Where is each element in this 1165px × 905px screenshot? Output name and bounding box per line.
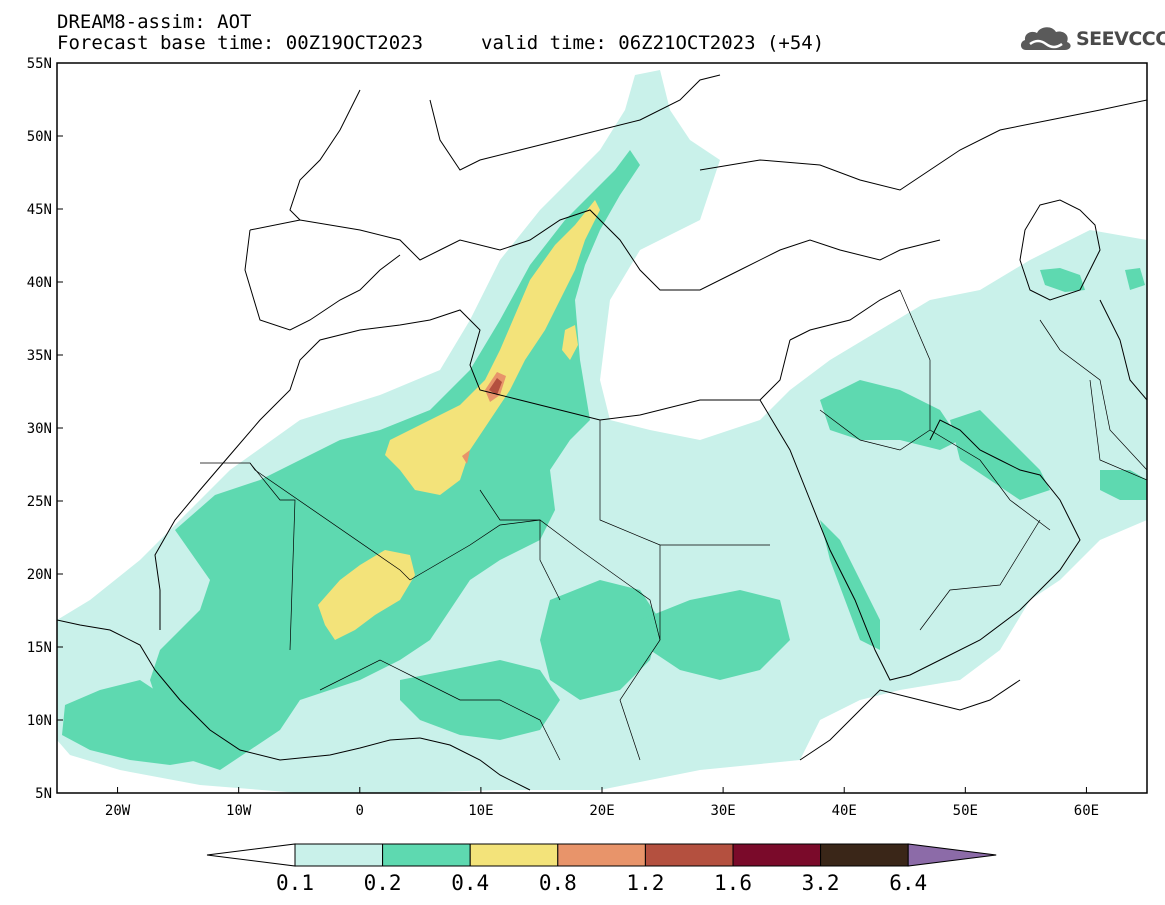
aot-band-1.2 [489,378,502,395]
aot-band-0.4 [318,200,600,640]
lon-label: 50E [953,803,978,819]
colorbar-swatch [820,843,909,867]
lat-label: 35N [27,348,52,364]
lat-label: 30N [27,421,52,437]
colorbar-label: 0.4 [451,871,489,895]
colorbar-label: 1.2 [626,871,664,895]
lon-label: 20E [589,803,614,819]
colorbar-label: 0.1 [276,871,314,895]
country-borders [200,289,1147,761]
lon-label: 10E [468,803,493,819]
lon-label: 20W [105,803,131,819]
logo-text: SEEVCCC [1076,28,1165,50]
colorbar-label: 0.8 [539,871,577,895]
lat-label: 40N [27,275,52,291]
colorbar-swatch [557,843,646,867]
axis-labels: 55N 50N 45N 40N 35N 30N 25N 20N 15N 10N 5N 20W 10W 0 1… [27,56,1099,819]
lat-label: 15N [27,640,52,656]
lat-label: 10N [27,713,52,729]
chart-title: DREAM8-assim: AOT [57,11,252,33]
aot-field [57,70,1147,793]
colorbar-max-arrow [907,843,997,867]
lon-label: 30E [710,803,735,819]
colorbar-swatch [382,843,471,867]
colorbar-label: 1.6 [714,871,752,895]
valid-time: valid time: 06Z21OCT2023 (+54) [481,32,825,54]
lat-label: 25N [27,494,52,510]
lon-label: 40E [832,803,857,819]
lon-label: 60E [1074,803,1099,819]
colorbar: 0.1 0.2 0.4 0.8 1.2 1.6 3.2 6.4 [206,843,997,895]
lat-label: 55N [27,56,52,72]
lon-label: 0 [356,803,364,819]
colorbar-swatch [644,843,734,867]
map-frame [56,62,1148,794]
colorbar-label: 0.2 [364,871,402,895]
lat-label: 5N [35,786,52,802]
lon-label: 10W [226,803,252,819]
cloud-logo-icon [1020,27,1071,50]
lat-label: 50N [27,129,52,145]
colorbar-label: 6.4 [889,871,927,895]
colorbar-swatch [294,843,384,867]
colorbar-swatch [469,843,559,867]
lat-label: 20N [27,567,52,583]
forecast-base-time: Forecast base time: 00Z19OCT2023 [57,32,424,54]
lat-label: 45N [27,202,52,218]
seevccc-logo: SEEVCCC [1018,22,1165,56]
colorbar-swatch [732,843,822,867]
colorbar-min-arrow [206,843,296,867]
coastlines [57,74,1147,791]
colorbar-label: 3.2 [802,871,840,895]
